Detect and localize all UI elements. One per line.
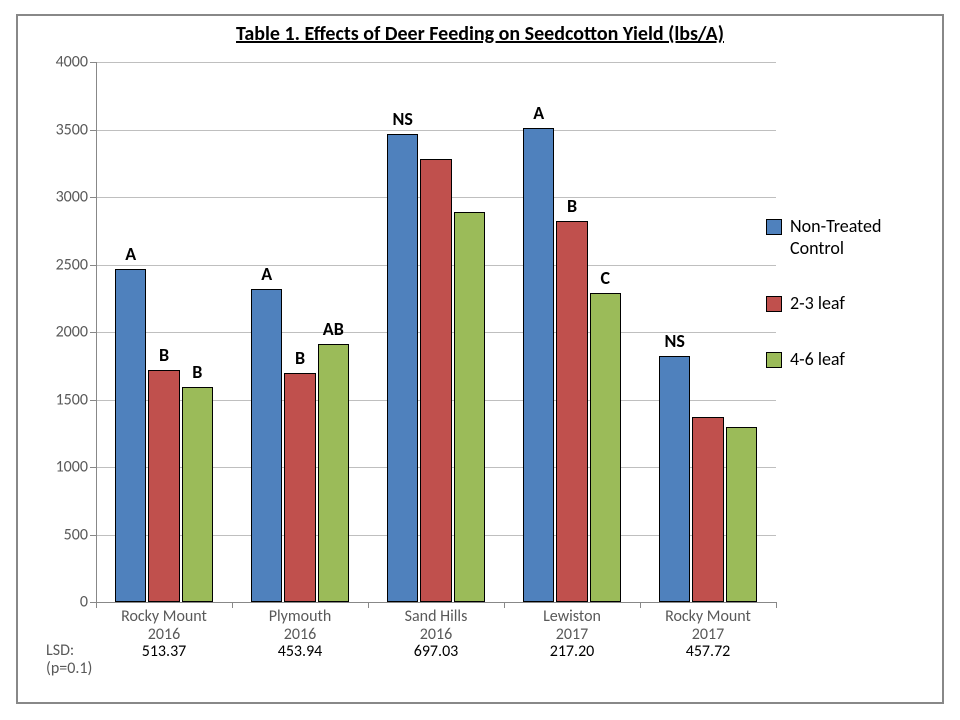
legend-label: 4-6 leaf <box>790 349 845 371</box>
lsd-caption-line1: LSD: <box>46 641 74 660</box>
bar-significance-label: NS <box>393 108 413 130</box>
xtick-mark <box>96 602 97 608</box>
bar-significance-label: C <box>601 267 611 289</box>
bar-significance-label: B <box>295 347 305 369</box>
ytick-label: 2000 <box>56 323 96 342</box>
lsd-value: 453.94 <box>278 642 323 661</box>
bar <box>251 289 282 602</box>
legend-label: Non-Treated Control <box>790 216 936 259</box>
y-axis <box>96 62 97 602</box>
chart-title: Table 1. Effects of Deer Feeding on Seed… <box>18 22 942 46</box>
legend-item: 2-3 leaf <box>766 293 936 315</box>
ytick-label: 2500 <box>56 255 96 274</box>
lsd-value: 217.20 <box>550 642 595 661</box>
bar-significance-label: A <box>261 263 272 285</box>
ytick-label: 0 <box>80 593 96 612</box>
bar <box>659 356 690 602</box>
bar-significance-label: B <box>159 344 169 366</box>
bar <box>115 269 146 602</box>
bar <box>284 373 315 603</box>
xtick-mark <box>776 602 777 608</box>
legend-item: Non-Treated Control <box>766 216 936 259</box>
bar-significance-label: A <box>125 243 136 265</box>
legend-swatch <box>766 352 782 368</box>
lsd-value: 697.03 <box>414 642 459 661</box>
legend-swatch <box>766 219 782 235</box>
bar-significance-label: AB <box>323 318 344 340</box>
xtick-mark <box>504 602 505 608</box>
legend-label: 2-3 leaf <box>790 293 845 315</box>
bar <box>590 293 621 602</box>
chart-container: Table 1. Effects of Deer Feeding on Seed… <box>0 0 960 720</box>
xtick-mark <box>368 602 369 608</box>
bar <box>387 134 418 602</box>
legend: Non-Treated Control 2-3 leaf 4-6 leaf <box>766 216 936 404</box>
xtick-mark <box>640 602 641 608</box>
bar <box>420 159 451 602</box>
legend-swatch <box>766 296 782 312</box>
bar-significance-label: NS <box>665 330 685 352</box>
bar <box>726 427 757 603</box>
lsd-value: 457.72 <box>686 642 731 661</box>
lsd-value: 513.37 <box>142 642 187 661</box>
bar <box>692 417 723 602</box>
ytick-label: 1000 <box>56 458 96 477</box>
ytick-label: 1500 <box>56 390 96 409</box>
bar <box>556 221 587 602</box>
bar-significance-label: A <box>533 102 544 124</box>
gridline <box>96 62 776 63</box>
chart-frame: Table 1. Effects of Deer Feeding on Seed… <box>16 14 944 704</box>
bar <box>182 387 213 602</box>
bar-significance-label: B <box>567 195 577 217</box>
bar <box>318 344 349 602</box>
bar <box>454 212 485 602</box>
lsd-row: LSD: (p=0.1) 513.37 453.94 697.03 217.20 457… <box>18 638 942 688</box>
ytick-label: 4000 <box>56 53 96 72</box>
bar <box>523 128 554 602</box>
plot-area: 05001000150020002500300035004000ABBRocky… <box>96 62 776 602</box>
bar-significance-label: B <box>192 361 202 383</box>
lsd-caption: LSD: (p=0.1) <box>46 642 92 677</box>
legend-item: 4-6 leaf <box>766 349 936 371</box>
bar <box>148 370 179 602</box>
ytick-label: 3500 <box>56 120 96 139</box>
lsd-caption-line2: (p=0.1) <box>46 659 92 678</box>
gridline <box>96 130 776 131</box>
ytick-label: 3000 <box>56 188 96 207</box>
ytick-label: 500 <box>64 525 96 544</box>
xtick-mark <box>232 602 233 608</box>
